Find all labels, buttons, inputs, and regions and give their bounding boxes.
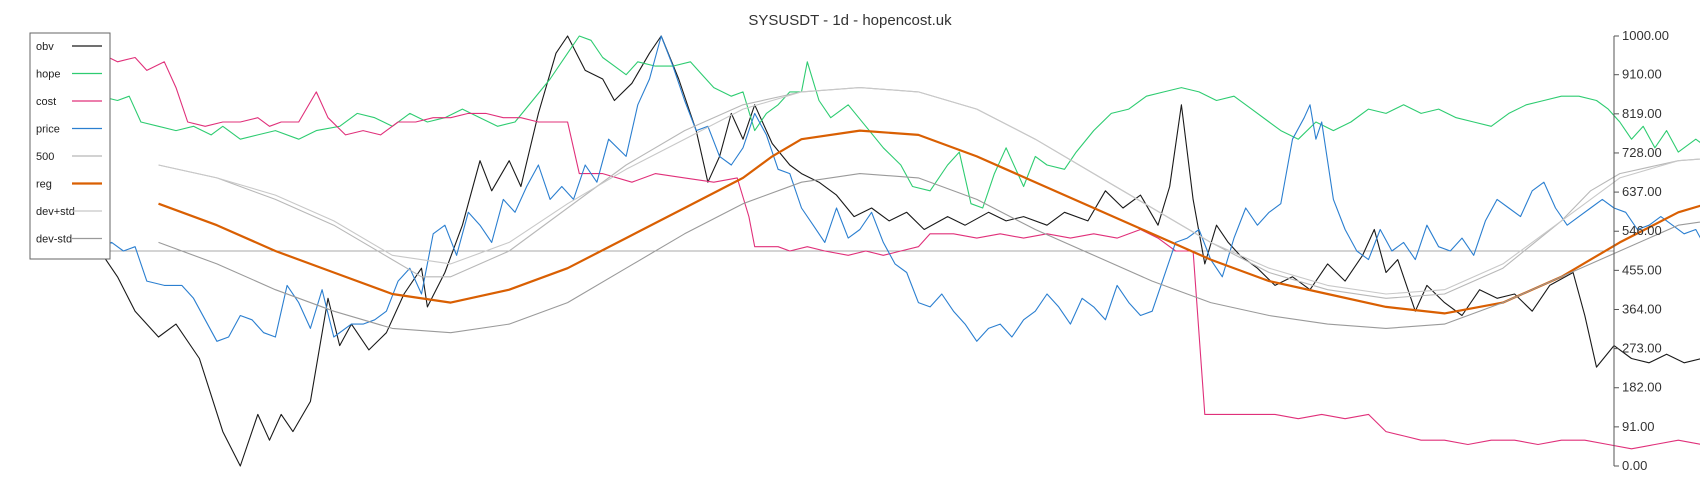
- legend-label[interactable]: cost: [36, 96, 56, 108]
- series-line-hope: [99, 35, 1700, 209]
- y-tick-label: 910.00: [1622, 67, 1662, 82]
- y-tick-label: 455.00: [1622, 262, 1662, 277]
- legend-label[interactable]: 500: [36, 151, 54, 163]
- legend[interactable]: obv hope cost price 500 reg dev+std dev-std: [29, 32, 111, 260]
- y-tick-label: 91.00: [1622, 419, 1655, 434]
- series-line-reg: [158, 129, 1700, 315]
- legend-box: [29, 32, 111, 260]
- y-tick-label: 546.00: [1622, 223, 1662, 238]
- plot-area: [99, 35, 1700, 467]
- legend-label[interactable]: reg: [36, 179, 52, 191]
- legend-label[interactable]: dev+std: [36, 206, 75, 218]
- series-line-price: [99, 35, 1700, 342]
- legend-label[interactable]: hope: [36, 69, 60, 81]
- series-group: [99, 35, 1700, 467]
- legend-label[interactable]: dev-std: [36, 234, 72, 246]
- y-tick-label: 364.00: [1622, 301, 1662, 316]
- legend-label[interactable]: price: [36, 124, 60, 136]
- series-line-cost: [99, 52, 1700, 450]
- y-tick-label: 819.00: [1622, 106, 1662, 121]
- y-axis: 1000.00 910.00 819.00 728.00 637.00 546.00 455…: [1613, 28, 1669, 473]
- legend-label[interactable]: obv: [36, 41, 54, 53]
- y-tick-label: 637.00: [1622, 184, 1662, 199]
- y-tick-label: 728.00: [1622, 145, 1662, 160]
- chart-title: SYSUSDT - 1d - hopencost.uk: [748, 12, 952, 29]
- series-line-dev-std: [158, 173, 1700, 334]
- y-tick-label: 1000.00: [1622, 28, 1669, 43]
- y-tick-label: 273.00: [1622, 341, 1662, 356]
- y-tick-label: 0.00: [1622, 458, 1647, 473]
- series-line-dev-std: [158, 87, 1700, 295]
- y-tick-label: 182.00: [1622, 380, 1662, 395]
